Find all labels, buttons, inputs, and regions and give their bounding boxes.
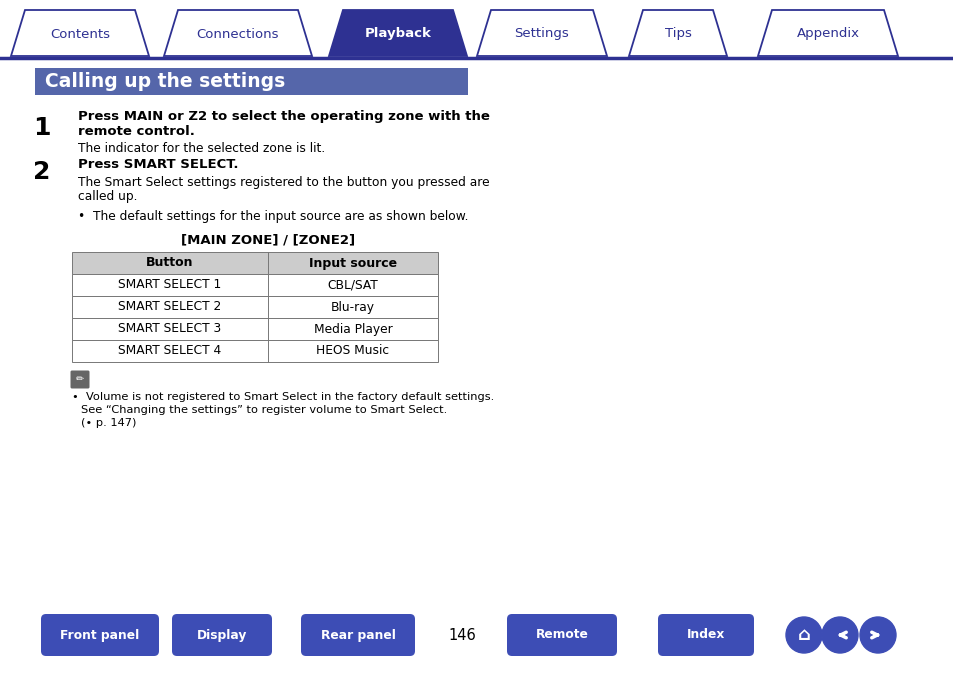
FancyBboxPatch shape bbox=[41, 614, 159, 656]
FancyBboxPatch shape bbox=[172, 614, 272, 656]
Bar bbox=[71, 252, 437, 274]
Text: Appendix: Appendix bbox=[796, 28, 859, 40]
FancyBboxPatch shape bbox=[71, 371, 90, 388]
Polygon shape bbox=[164, 10, 312, 56]
Text: CBL/SAT: CBL/SAT bbox=[327, 279, 378, 291]
Bar bbox=[35, 68, 468, 95]
Text: Display: Display bbox=[196, 629, 247, 641]
Text: Connections: Connections bbox=[196, 28, 279, 40]
Text: remote control.: remote control. bbox=[78, 125, 194, 138]
FancyBboxPatch shape bbox=[301, 614, 415, 656]
Text: (• p. 147): (• p. 147) bbox=[81, 418, 136, 428]
Text: •  The default settings for the input source are as shown below.: • The default settings for the input sou… bbox=[78, 210, 468, 223]
Text: ✏: ✏ bbox=[76, 374, 84, 384]
Text: Press SMART SELECT.: Press SMART SELECT. bbox=[78, 158, 238, 171]
Text: See “Changing the settings” to register volume to Smart Select.: See “Changing the settings” to register … bbox=[81, 405, 447, 415]
Text: Media Player: Media Player bbox=[314, 322, 392, 336]
Text: Input source: Input source bbox=[309, 256, 396, 269]
Text: Playback: Playback bbox=[364, 28, 431, 40]
Text: The indicator for the selected zone is lit.: The indicator for the selected zone is l… bbox=[78, 142, 325, 155]
Text: Press MAIN or Z2 to select the operating zone with the: Press MAIN or Z2 to select the operating… bbox=[78, 110, 489, 123]
Bar bbox=[71, 340, 437, 362]
Text: SMART SELECT 1: SMART SELECT 1 bbox=[118, 279, 221, 291]
Text: SMART SELECT 4: SMART SELECT 4 bbox=[118, 345, 221, 357]
Polygon shape bbox=[628, 10, 726, 56]
Bar bbox=[71, 274, 437, 296]
Text: ⌂: ⌂ bbox=[797, 626, 810, 644]
Polygon shape bbox=[11, 10, 149, 56]
Text: Index: Index bbox=[686, 629, 724, 641]
Text: Calling up the settings: Calling up the settings bbox=[45, 72, 285, 91]
FancyBboxPatch shape bbox=[658, 614, 753, 656]
Text: 146: 146 bbox=[448, 627, 476, 643]
Text: Tips: Tips bbox=[664, 28, 691, 40]
Polygon shape bbox=[329, 10, 467, 56]
Text: Front panel: Front panel bbox=[60, 629, 139, 641]
Text: SMART SELECT 2: SMART SELECT 2 bbox=[118, 301, 221, 314]
Circle shape bbox=[785, 617, 821, 653]
Text: Blu-ray: Blu-ray bbox=[331, 301, 375, 314]
Text: HEOS Music: HEOS Music bbox=[316, 345, 389, 357]
Text: Contents: Contents bbox=[50, 28, 110, 40]
FancyBboxPatch shape bbox=[506, 614, 617, 656]
Polygon shape bbox=[476, 10, 606, 56]
Text: •  Volume is not registered to Smart Select in the factory default settings.: • Volume is not registered to Smart Sele… bbox=[71, 392, 494, 402]
Text: Button: Button bbox=[146, 256, 193, 269]
Circle shape bbox=[821, 617, 857, 653]
Text: The Smart Select settings registered to the button you pressed are: The Smart Select settings registered to … bbox=[78, 176, 489, 189]
Bar bbox=[71, 296, 437, 318]
Text: SMART SELECT 3: SMART SELECT 3 bbox=[118, 322, 221, 336]
Text: Settings: Settings bbox=[514, 28, 569, 40]
Text: 2: 2 bbox=[33, 160, 51, 184]
Text: 1: 1 bbox=[33, 116, 51, 140]
Text: [MAIN ZONE] / [ZONE2]: [MAIN ZONE] / [ZONE2] bbox=[181, 233, 355, 246]
Polygon shape bbox=[758, 10, 897, 56]
Text: Remote: Remote bbox=[535, 629, 588, 641]
Circle shape bbox=[859, 617, 895, 653]
Text: called up.: called up. bbox=[78, 190, 137, 203]
Bar bbox=[71, 318, 437, 340]
Text: Rear panel: Rear panel bbox=[320, 629, 395, 641]
